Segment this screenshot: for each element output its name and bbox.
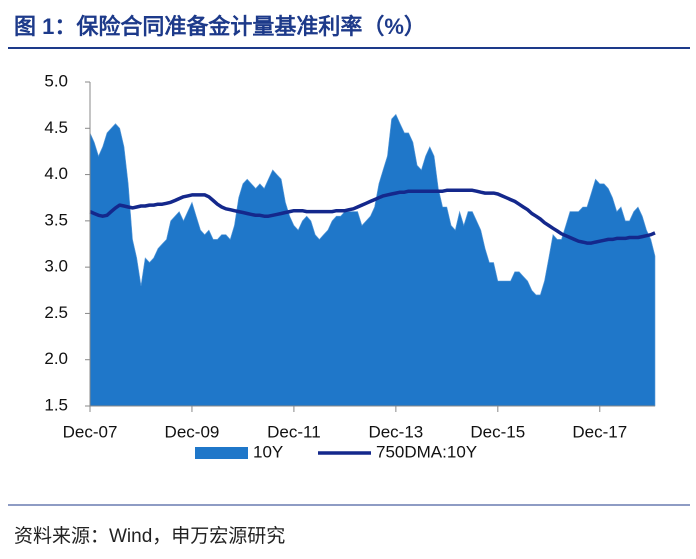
y-tick-label: 1.5 [44, 395, 68, 414]
y-tick-label: 4.5 [44, 118, 68, 137]
legend-label: 750DMA:10Y [376, 442, 477, 461]
legend-label: 10Y [253, 442, 283, 461]
x-tick-label: Dec-11 [267, 422, 321, 441]
source: 资料来源：Wind，申万宏源研究 [14, 525, 285, 547]
area [89, 113, 656, 407]
y-tick-label: 4.0 [44, 164, 68, 183]
y-tick-label: 2.5 [44, 303, 68, 322]
y-tick-label: 3.0 [44, 257, 68, 276]
x-tick-label: Dec-13 [368, 422, 423, 441]
y-tick-label: 5.0 [44, 71, 68, 90]
line [89, 188, 656, 245]
x-tick-label: Dec-15 [470, 422, 525, 441]
y-tick-label: 3.5 [44, 210, 68, 229]
legend-swatch [195, 447, 248, 459]
chart-title: 图 1：保险合同准备金计量基准利率（%） [14, 14, 426, 39]
x-tick-label: Dec-09 [165, 422, 220, 441]
x-tick-label: Dec-17 [572, 422, 627, 441]
y-tick-label: 2.0 [44, 349, 68, 368]
x-tick-label: Dec-07 [63, 422, 118, 441]
